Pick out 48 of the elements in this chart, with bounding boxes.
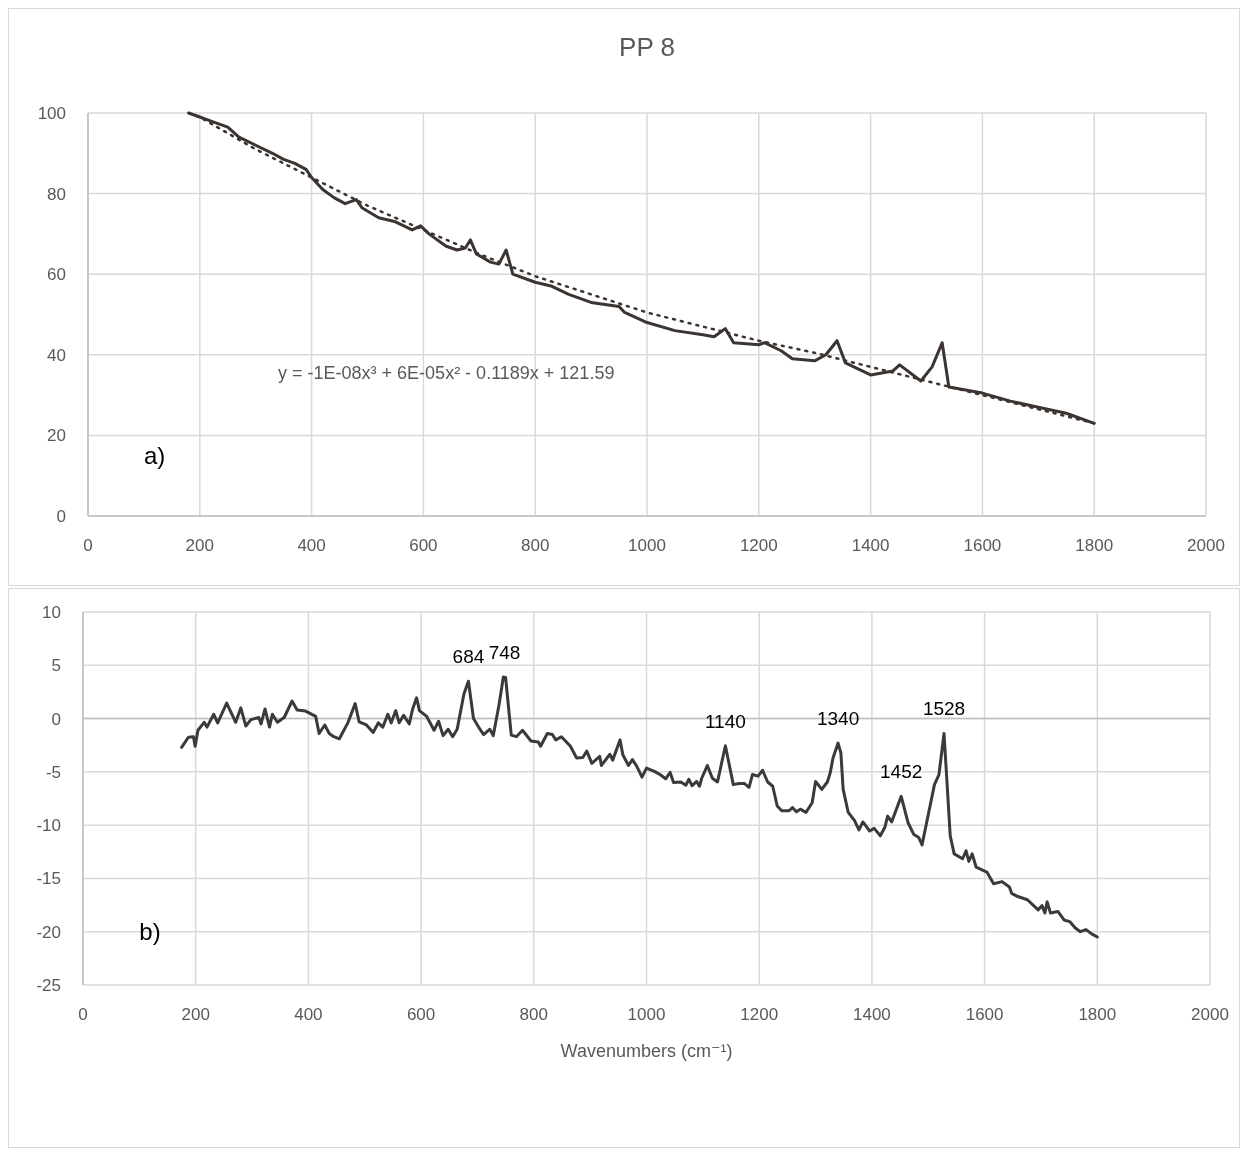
x-tick-label: 200	[181, 1005, 210, 1024]
line-series	[180, 675, 1099, 939]
annotation: 684	[452, 646, 485, 668]
x-tick-label: 2000	[1187, 536, 1225, 555]
y-tick-label: -10	[36, 816, 61, 836]
y-tick-label: -20	[36, 922, 61, 942]
x-tick-label: 1200	[739, 536, 778, 555]
x-tick-label: 1800	[1075, 536, 1114, 555]
y-tick-label: -15	[36, 869, 61, 889]
y-tick-label: 20	[47, 426, 66, 446]
x-tick-label: 1400	[851, 536, 890, 555]
y-tick-label: -25	[36, 976, 61, 995]
x-tick-label: 200	[185, 536, 214, 555]
x-tick-label: 1600	[963, 536, 1002, 555]
annotation: a)	[143, 441, 166, 469]
y-tick-label: 80	[47, 184, 66, 204]
x-tick-label: 600	[406, 1005, 436, 1024]
annotation: 1452	[880, 761, 923, 783]
x-tick-label: 1800	[1078, 1005, 1117, 1024]
annotation: 1340	[816, 708, 860, 730]
x-tick-label: 1000	[627, 1005, 666, 1024]
x-tick-label: 0	[78, 1005, 88, 1024]
x-tick-label: 400	[297, 536, 326, 555]
x-tick-label: 2000	[1191, 1005, 1229, 1024]
y-tick-label: 100	[37, 104, 66, 123]
annotation: y = -1E-08x³ + 6E-05x² - 0.1189x + 121.59	[278, 362, 615, 383]
y-tick-label: -5	[45, 762, 61, 782]
x-tick-label: 1200	[740, 1005, 779, 1024]
annotation: 1528	[922, 698, 966, 720]
x-tick-label: 800	[521, 536, 550, 555]
annotation: 1140	[704, 710, 746, 732]
x-tick-label: 0	[83, 536, 93, 555]
y-tick-label: 60	[47, 265, 66, 285]
x-tick-label: 1600	[965, 1005, 1004, 1024]
y-tick-label: 10	[42, 603, 61, 622]
x-tick-label: 800	[519, 1005, 548, 1024]
y-tick-label: 5	[51, 656, 61, 676]
chart-title: PP 8	[619, 32, 675, 62]
x-tick-label: 1400	[852, 1005, 891, 1024]
y-tick-label: 0	[51, 709, 61, 729]
y-tick-label: 0	[56, 507, 66, 526]
annotation: 748	[488, 642, 521, 664]
annotation: b)	[139, 918, 161, 946]
x-tick-label: 400	[294, 1005, 323, 1024]
x-tick-label: 1000	[628, 536, 666, 555]
x-axis-title: Wavenumbers (cm⁻¹)	[560, 1041, 733, 1061]
y-tick-label: 40	[47, 345, 66, 365]
x-tick-label: 600	[409, 536, 438, 555]
